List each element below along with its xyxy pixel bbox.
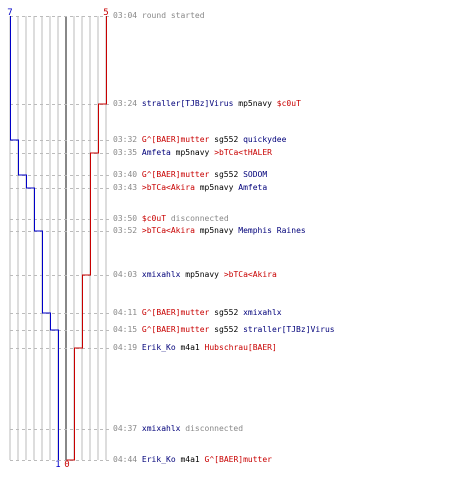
event-text: straller[TJBz]Virus — [243, 325, 335, 334]
event-row: 04:03 xmixahlx mp5navy >bTCa<Akira — [113, 269, 277, 281]
red-end-label: 0 — [64, 460, 69, 470]
event-text: xmixahlx — [141, 270, 181, 279]
event-text: quickydee — [243, 135, 287, 144]
red-team-line — [66, 16, 107, 461]
event-time: 03:04 — [113, 11, 138, 20]
event-text: $c0uT — [276, 99, 301, 108]
event-text: G^[BAER]mutter — [141, 325, 210, 334]
event-time: 04:44 — [113, 455, 138, 464]
event-row: 03:04 round started — [113, 10, 205, 22]
event-text: sg552 — [209, 325, 244, 334]
event-text: Erik_Ko — [141, 455, 176, 464]
event-text: >bTCa<Akira — [141, 226, 195, 235]
event-text: mp5navy — [170, 148, 215, 157]
event-row: 04:11 G^[BAER]mutter sg552 xmixahlx — [113, 307, 282, 319]
blue-start-label: 7 — [7, 8, 12, 18]
event-text: sg552 — [209, 135, 244, 144]
event-text: sg552 — [209, 170, 244, 179]
event-text: SODOM — [243, 170, 268, 179]
event-row: 04:15 G^[BAER]mutter sg552 straller[TJBz… — [113, 324, 335, 336]
event-text: G^[BAER]mutter — [204, 455, 272, 464]
event-text: round started — [141, 11, 205, 20]
event-row: 04:19 Erik_Ko m4a1 Hubschrau[BAER] — [113, 342, 277, 354]
event-time: 03:24 — [113, 99, 138, 108]
blue-end-label: 1 — [55, 460, 60, 470]
red-start-label: 5 — [103, 8, 108, 18]
event-text: Hubschrau[BAER] — [204, 343, 277, 352]
event-text: G^[BAER]mutter — [141, 170, 210, 179]
event-text: mp5navy — [233, 99, 277, 108]
event-text: Memphis Raines — [238, 226, 306, 235]
event-guide-lines — [10, 16, 112, 461]
event-row: 03:50 $c0uT disconnected — [113, 213, 229, 225]
event-text: disconnected — [180, 424, 244, 433]
blue-team-line — [10, 16, 59, 460]
event-time: 04:37 — [113, 424, 138, 433]
event-row: 03:40 G^[BAER]mutter sg552 SODOM — [113, 169, 267, 181]
event-text: sg552 — [209, 308, 244, 317]
event-time: 03:52 — [113, 226, 138, 235]
event-text: mp5navy — [194, 226, 239, 235]
event-time: 03:43 — [113, 183, 138, 192]
event-text: disconnected — [166, 214, 229, 223]
event-time: 04:03 — [113, 270, 138, 279]
event-text: $c0uT — [141, 214, 167, 223]
event-text: >bTCa<Akira — [141, 183, 195, 192]
event-row: 03:43 >bTCa<Akira mp5navy Amfeta — [113, 182, 267, 194]
event-text: straller[TJBz]Virus — [141, 99, 234, 108]
event-text: mp5navy — [180, 270, 224, 279]
event-text: Amfeta — [238, 183, 268, 192]
event-text: m4a1 — [175, 343, 205, 352]
event-text: xmixahlx — [243, 308, 282, 317]
event-text: Erik_Ko — [141, 343, 176, 352]
event-text: >bTCa<Akira — [223, 270, 277, 279]
event-time: 03:40 — [113, 170, 138, 179]
event-text: m4a1 — [175, 455, 205, 464]
event-row: 03:52 >bTCa<Akira mp5navy Memphis Raines — [113, 225, 306, 237]
event-time: 04:15 — [113, 325, 138, 334]
event-text: G^[BAER]mutter — [141, 308, 210, 317]
event-row: 04:44 Erik_Ko m4a1 G^[BAER]mutter — [113, 454, 272, 466]
event-text: mp5navy — [194, 183, 239, 192]
event-row: 03:32 G^[BAER]mutter sg552 quickydee — [113, 134, 286, 146]
event-time: 04:11 — [113, 308, 138, 317]
event-text: G^[BAER]mutter — [141, 135, 210, 144]
event-text: Amfeta — [141, 148, 171, 157]
event-row: 03:24 straller[TJBz]Virus mp5navy $c0uT — [113, 98, 301, 110]
event-text: xmixahlx — [141, 424, 181, 433]
event-time: 03:35 — [113, 148, 138, 157]
event-row: 03:35 Amfeta mp5navy >bTCa<tHALER — [113, 147, 272, 159]
event-row: 04:37 xmixahlx disconnected — [113, 423, 243, 435]
event-time: 03:32 — [113, 135, 138, 144]
event-text: >bTCa<tHALER — [214, 148, 272, 157]
event-time: 03:50 — [113, 214, 138, 223]
event-time: 04:19 — [113, 343, 138, 352]
